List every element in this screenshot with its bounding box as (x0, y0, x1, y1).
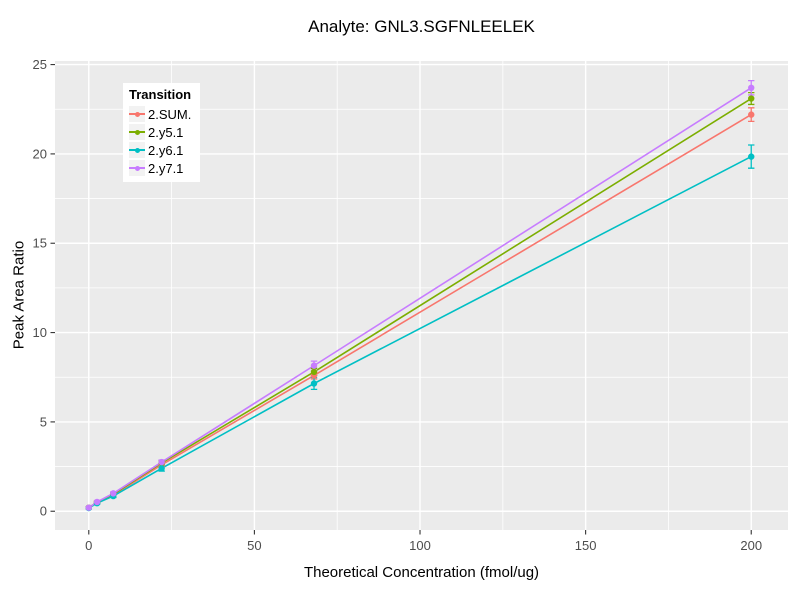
legend-key-icon (129, 142, 145, 158)
legend-item-label: 2.y6.1 (148, 142, 184, 158)
y-tick-label: 25 (33, 57, 47, 72)
x-tick-label: 200 (740, 538, 762, 553)
data-point (310, 362, 318, 369)
legend-item-label: 2.SUM. (148, 106, 192, 122)
legend-item-label: 2.y5.1 (148, 124, 184, 140)
legend-title: Transition (129, 87, 192, 102)
chart-title: Analyte: GNL3.SGFNLEELEK (308, 17, 535, 36)
legend-key-dot (134, 111, 140, 117)
data-point (110, 490, 117, 497)
data-point (158, 458, 165, 466)
x-tick-label: 0 (85, 538, 92, 553)
y-axis-title: Peak Area Ratio (10, 240, 28, 350)
legend-key-icon (129, 106, 145, 122)
data-point (310, 380, 318, 387)
data-point (310, 368, 318, 376)
data-point (158, 465, 165, 472)
y-tick-label: 5 (40, 414, 47, 429)
y-tick-label: 10 (33, 325, 47, 340)
x-tick-label: 150 (575, 538, 597, 553)
y-tick-label: 0 (40, 504, 47, 519)
legend-item: 2.SUM. (129, 105, 191, 123)
data-point (748, 95, 755, 102)
legend-item: 2.y6.1 (129, 141, 191, 159)
legend-item: 2.y7.1 (129, 159, 191, 177)
y-tick-label: 15 (33, 236, 47, 251)
data-point (748, 111, 755, 118)
data-point (748, 84, 755, 92)
legend: Transition 2.SUM. 2.y5.1 2.y6.1 2.y7.1 (123, 83, 201, 182)
data-point (93, 498, 101, 506)
legend-key-icon (129, 160, 145, 176)
legend-key-dot (134, 165, 140, 171)
data-point (85, 504, 92, 511)
data-point (748, 153, 755, 160)
x-axis-title: Theoretical Concentration (fmol/ug) (303, 564, 540, 581)
legend-key-dot (134, 147, 140, 153)
x-tick-label: 100 (409, 538, 431, 553)
y-tick-label: 20 (33, 146, 47, 161)
legend-key-dot (134, 129, 140, 135)
x-tick-label: 50 (247, 538, 261, 553)
legend-item-label: 2.y7.1 (148, 160, 184, 176)
legend-items: 2.SUM. 2.y5.1 2.y6.1 2.y7.1 (129, 105, 191, 177)
legend-key-icon (129, 124, 145, 140)
legend-item: 2.y5.1 (129, 123, 191, 141)
